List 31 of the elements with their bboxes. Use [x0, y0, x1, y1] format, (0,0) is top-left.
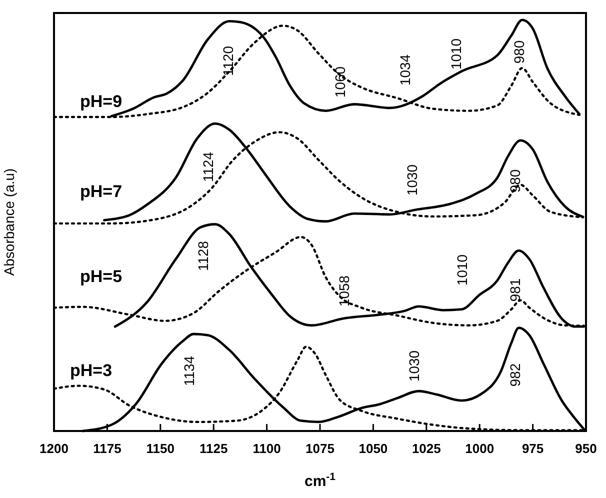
annotation: pH=9 — [80, 92, 122, 111]
annotation: pH=3 — [70, 361, 112, 380]
annotation: pH=5 — [80, 267, 122, 286]
annotation: 982 — [507, 363, 523, 387]
annotation: 980 — [511, 40, 527, 64]
x-tick-label: 1200 — [40, 441, 68, 456]
x-tick-label: 1075 — [306, 441, 334, 456]
annotation: 981 — [507, 278, 523, 302]
annotation: 1134 — [181, 356, 197, 386]
annotation: 1058 — [336, 275, 352, 307]
x-axis-title: cm$^{-1}$ — [304, 471, 336, 490]
annotation: 1034 — [397, 54, 413, 86]
annotation: 1010 — [448, 38, 464, 70]
annotation: 1060 — [332, 66, 348, 98]
x-tick-label: 950 — [575, 441, 597, 456]
annotation: 1124 — [200, 152, 216, 182]
y-axis-title: Absorbance (a.u) — [1, 168, 17, 276]
x-tick-label: 1125 — [200, 441, 228, 456]
annotation: 1030 — [404, 164, 420, 196]
x-tick-label: 1175 — [93, 441, 122, 456]
annotation: pH=7 — [80, 182, 122, 201]
annotation: 1120 — [220, 46, 236, 76]
x-tick-label: 1025 — [412, 441, 441, 456]
x-tick-label: 1150 — [146, 441, 174, 456]
x-tick-label: 1100 — [252, 441, 281, 456]
x-tick-label: 1050 — [358, 441, 388, 456]
x-tick-label: 1000 — [465, 441, 494, 456]
annotation: 1010 — [454, 254, 470, 286]
annotation: 1128 — [195, 240, 211, 272]
x-tick-label: 975 — [522, 441, 544, 456]
annotation: 1030 — [406, 350, 422, 382]
